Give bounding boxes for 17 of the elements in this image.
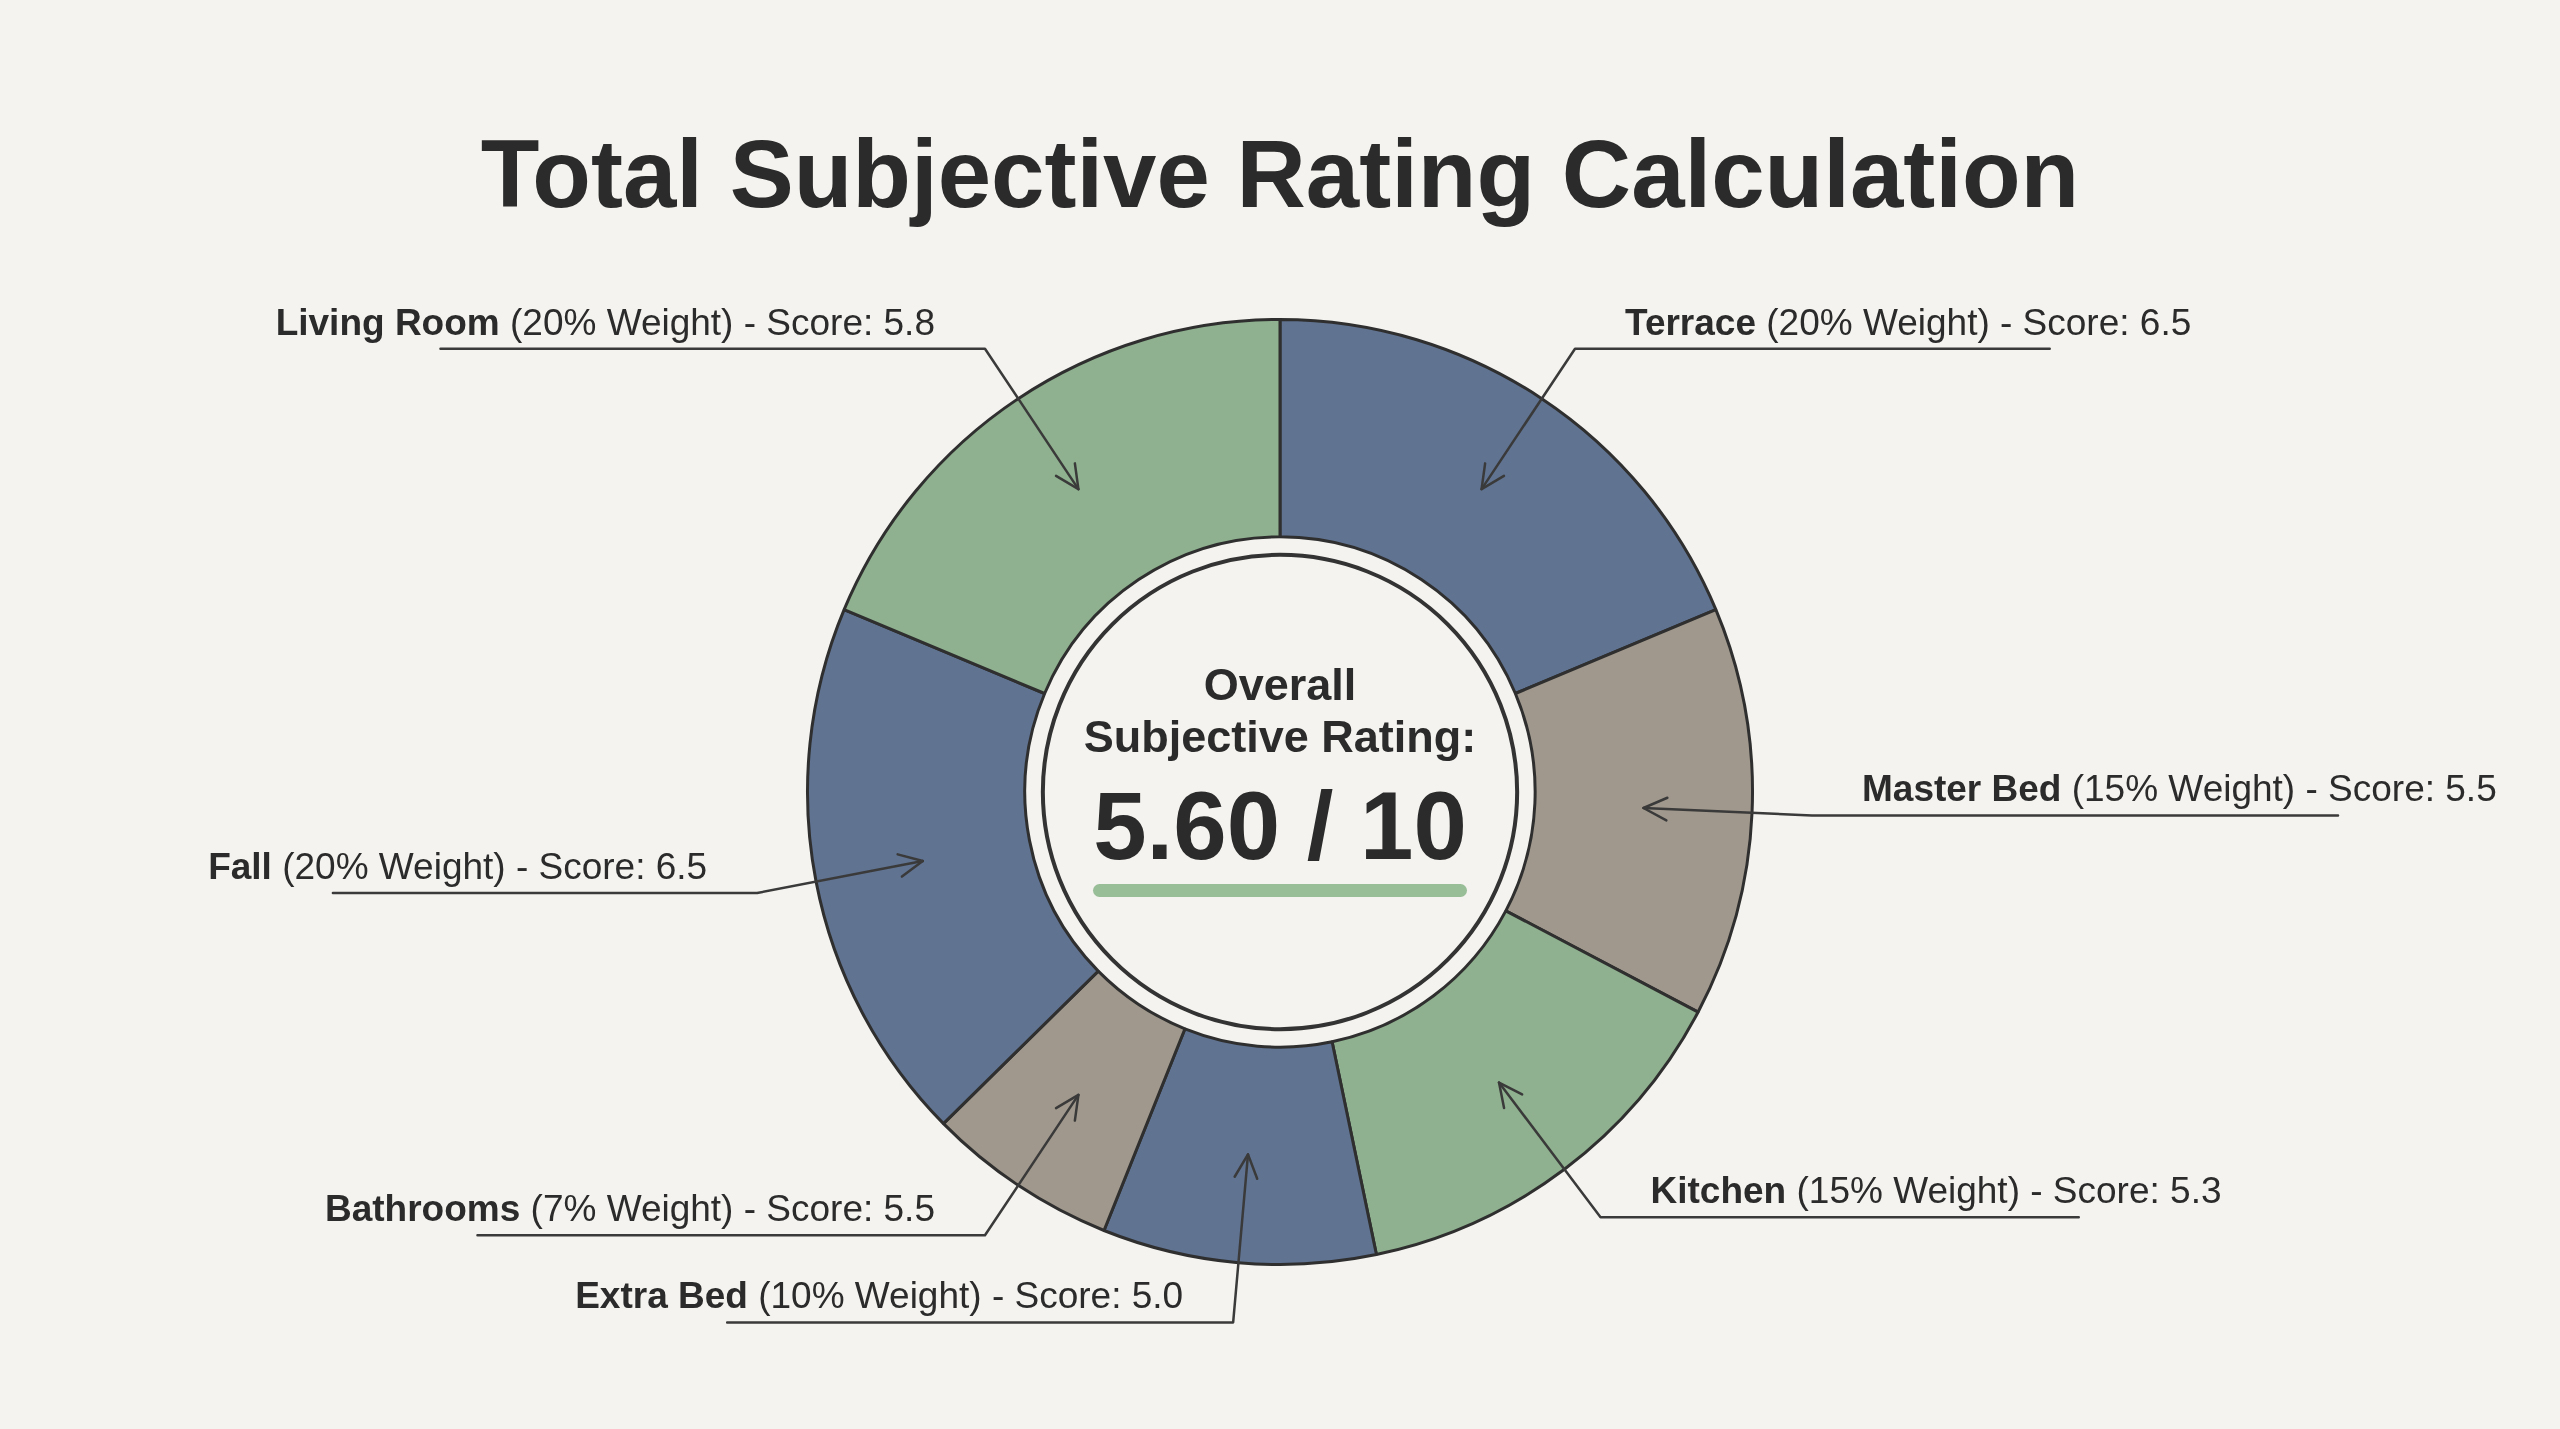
chart-title: Total Subjective Rating Calculation [479, 119, 2081, 229]
data-label: (7% Weight) - Score: 5.5 [530, 1188, 935, 1230]
slice-label: Terrace [1625, 301, 1756, 343]
slice-label: Living Room [275, 301, 500, 343]
slice-label: Bathrooms [324, 1188, 521, 1230]
slice-label: Master Bed [1861, 768, 2062, 810]
slice-label: Kitchen [1650, 1170, 1787, 1212]
slice-label: Extra Bed [575, 1275, 748, 1317]
data-label: (15% Weight) - Score: 5.3 [1796, 1170, 2222, 1212]
data-label: (15% Weight) - Score: 5.5 [2071, 768, 2497, 810]
text: Overall Subjective Rating: [1083, 659, 1477, 763]
data-label: (20% Weight) - Score: 6.5 [1766, 301, 2192, 343]
data-label: (20% Weight) - Score: 5.8 [509, 301, 935, 343]
text: 5.60 / 10 [1093, 772, 1467, 880]
slice-label: Fall [208, 846, 272, 888]
data-label: (20% Weight) - Score: 6.5 [282, 846, 708, 888]
data-label: (10% Weight) - Score: 5.0 [758, 1275, 1184, 1317]
